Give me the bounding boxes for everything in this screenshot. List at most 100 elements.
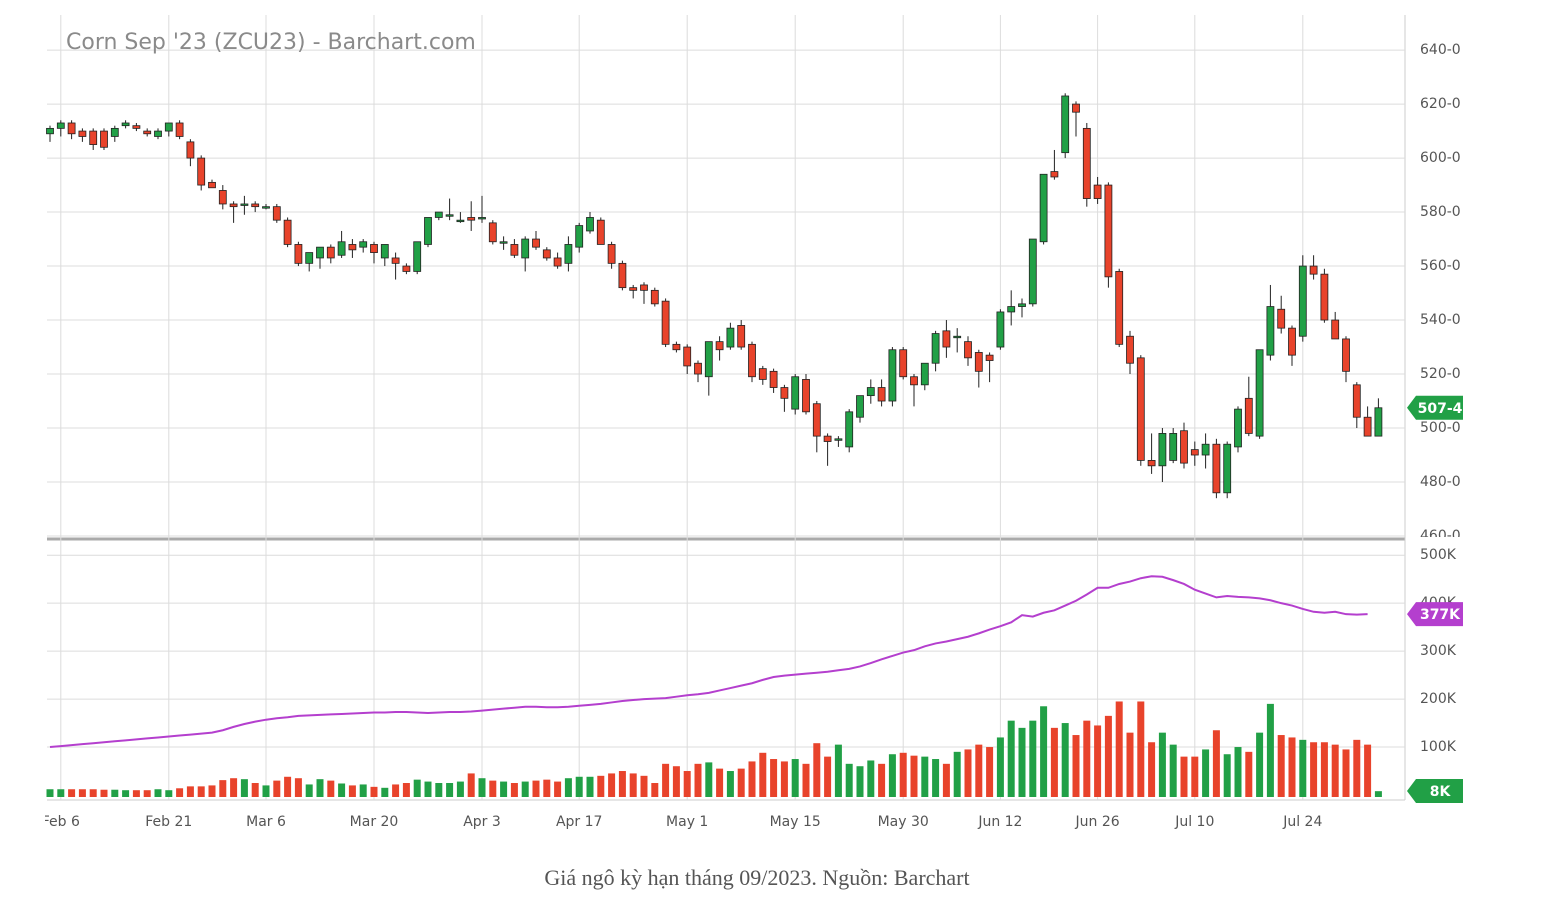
volume-bar [705,762,713,797]
candle-body [46,127,54,135]
candle-body [370,244,378,253]
volume-bar [759,752,767,797]
volume-bar [1277,735,1285,797]
candle-body [532,238,540,248]
volume-bar [1202,749,1210,797]
candle-body [240,203,249,206]
candle-body [715,341,724,351]
candle-body [1363,416,1372,437]
volume-bar [1353,739,1361,797]
volume-bar [932,759,940,797]
candle-body [748,343,756,378]
volume-bar [435,783,443,797]
volume-bar [1288,737,1296,797]
candle-body [434,211,443,218]
volume-bar [521,781,529,797]
volume-bar [1299,739,1307,797]
candle-body [974,352,983,372]
candle-body [510,244,519,256]
volume-bar [338,783,346,797]
candle-body [262,206,270,209]
volume-bar [467,773,475,797]
candle-body [996,311,1005,348]
volume-bar [575,776,583,797]
volume-bar [1266,703,1274,797]
open-interest-tag-bg [1407,602,1463,627]
volume-bar [899,752,907,797]
x-tick-label: Jul 10 [1174,814,1214,830]
volume-bar [629,773,637,797]
candle-body [186,141,195,159]
candle-body [251,203,260,208]
volume-bar [402,783,410,797]
volume-bar [856,766,864,797]
volume-bar [942,763,950,797]
volume-bar [122,790,130,797]
price-panel: 460-0 480-0 500-0 520-0 540-0 560-0 580-0 600-0… [46,42,1461,537]
candle-body [964,341,972,359]
volume-bar [683,771,691,797]
volume-bar [564,778,572,797]
volume-bar [953,751,961,797]
candle-body [845,411,854,448]
candle-body [1115,271,1124,345]
y-tick-label: 500-0 [1420,420,1461,436]
volume-bar [392,784,400,797]
volume-bar [89,789,97,797]
candle-body [1352,384,1361,418]
volume-bar [1104,715,1112,797]
candle-body [359,241,368,248]
volume-bar [1245,751,1253,797]
x-tick-label: Jun 12 [977,814,1022,830]
candle-body [920,362,929,386]
volume-bar [446,783,454,797]
y2-tick-label: 500K [1420,547,1457,563]
volume-bar [964,749,972,797]
candle-body [1039,173,1048,243]
candle-body [337,241,346,256]
volume-bar [1256,732,1264,797]
volume-bar [348,785,356,797]
volume-bar [1180,756,1188,797]
grid [47,15,1405,800]
volume-bar [510,783,518,797]
candle-body [208,181,216,189]
candle-body [1158,433,1167,467]
volume-bar [197,786,205,797]
volume-bar [489,780,497,797]
candle-body [1169,433,1178,461]
volume-bar [716,768,724,797]
candle-body [704,341,713,378]
candle-body [402,265,411,272]
volume-bar [996,737,1004,797]
volume-bar [132,790,140,797]
volume-bar [165,790,173,797]
volume-tag-bg [1407,779,1463,803]
candle-body [1342,338,1350,372]
volume-bar [791,759,799,797]
volume-bar [586,776,594,797]
volume-bar [737,768,745,797]
candle-body [1050,171,1059,178]
candle-body [348,244,357,251]
candle-body [899,349,908,378]
volume-bar [316,779,324,797]
x-axis: Feb 6 Feb 21 Mar 6 Mar 20 Apr 3 Apr 17 May 1 Ma… [42,814,1322,830]
y2-tick-label: 100K [1420,739,1457,755]
candle-body [1136,357,1145,461]
volume-bar [1374,791,1382,797]
candle-body [413,241,422,272]
volume-bar [230,778,238,797]
y-tick-label: 580-0 [1420,204,1461,220]
volume-bar [824,756,832,797]
volume-bar [532,780,540,797]
volume-bar [1212,730,1220,797]
x-tick-label: Feb 6 [42,814,80,830]
candle-body [1255,349,1264,437]
candle-body [791,376,800,410]
volume-bar [662,763,670,797]
volume-bar [1072,735,1080,797]
volume-tag: 8K [1430,784,1452,800]
